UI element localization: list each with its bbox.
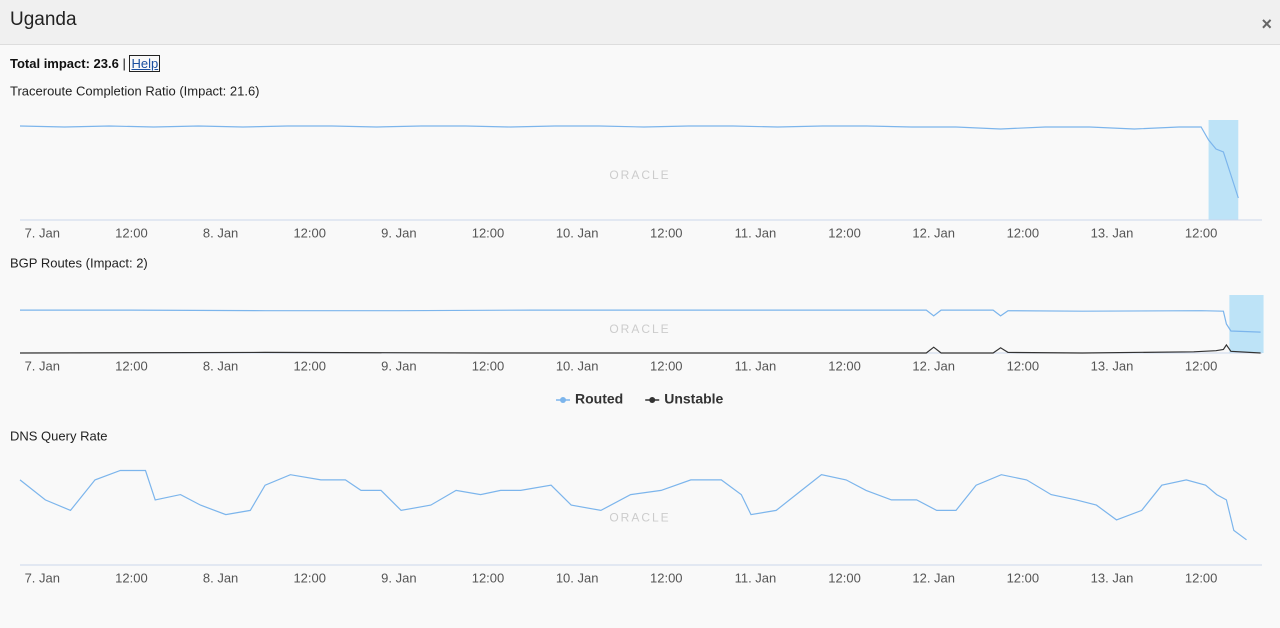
x-tick-label: 13. Jan xyxy=(1091,225,1134,240)
x-tick-label: 12:00 xyxy=(472,570,505,585)
chart-title: BGP Routes (Impact: 2) xyxy=(10,255,148,270)
highlight-band xyxy=(1208,120,1239,220)
x-tick-label: 12:00 xyxy=(1185,225,1218,240)
x-tick-label: 8. Jan xyxy=(203,358,238,373)
legend-label: Unstable xyxy=(664,391,723,407)
x-tick-label: 10. Jan xyxy=(556,358,599,373)
x-tick-label: 11. Jan xyxy=(735,570,777,585)
line xyxy=(19,125,1239,199)
x-tick-label: 8. Jan xyxy=(203,570,238,585)
x-tick-label: 12:00 xyxy=(650,358,683,373)
x-tick-label: 12:00 xyxy=(828,225,861,240)
summary: Total impact: 23.6 | Help xyxy=(10,55,161,72)
watermark: ORACLE xyxy=(609,322,670,336)
x-tick-label: 12:00 xyxy=(1007,225,1040,240)
x-tick-label: 12:00 xyxy=(293,570,326,585)
watermark: ORACLE xyxy=(609,511,670,525)
legend-marker xyxy=(649,397,656,403)
x-tick-label: 12:00 xyxy=(828,358,861,373)
x-tick-label: 12:00 xyxy=(650,225,683,240)
x-tick-label: 12:00 xyxy=(293,225,326,240)
x-tick-label: 12:00 xyxy=(650,570,683,585)
x-tick-label: 12:00 xyxy=(1185,358,1218,373)
chart-title: DNS Query Rate xyxy=(10,428,108,443)
line xyxy=(19,469,1247,541)
x-tick-label: 11. Jan xyxy=(735,225,777,240)
separator: | xyxy=(122,56,126,71)
x-tick-label: 12:00 xyxy=(115,358,148,373)
x-tick-label: 12. Jan xyxy=(912,225,955,240)
x-tick-label: 12:00 xyxy=(115,225,148,240)
x-tick-label: 12. Jan xyxy=(912,570,955,585)
title: Uganda xyxy=(10,9,77,30)
x-tick-label: 10. Jan xyxy=(556,225,599,240)
x-tick-label: 13. Jan xyxy=(1091,358,1134,373)
x-tick-label: 10. Jan xyxy=(556,570,599,585)
header: Uganda × xyxy=(0,0,1280,45)
x-tick-label: 9. Jan xyxy=(381,358,416,373)
x-tick-label: 8. Jan xyxy=(203,225,238,240)
x-tick-label: 12:00 xyxy=(472,358,505,373)
x-tick-label: 12:00 xyxy=(115,570,148,585)
x-tick-label: 11. Jan xyxy=(735,358,777,373)
help-link[interactable]: Help xyxy=(129,55,161,72)
legend-marker xyxy=(560,397,566,403)
chart-title: Traceroute Completion Ratio (Impact: 21.… xyxy=(10,83,260,98)
x-tick-label: 13. Jan xyxy=(1091,570,1134,585)
close-button[interactable]: × xyxy=(1261,14,1272,34)
x-tick-label: 12:00 xyxy=(472,225,505,240)
x-tick-label: 9. Jan xyxy=(381,570,416,585)
legend-label: Routed xyxy=(575,391,623,407)
x-tick-label: 12:00 xyxy=(1007,570,1040,585)
x-tick-label: 12:00 xyxy=(828,570,861,585)
x-tick-label: 7. Jan xyxy=(25,358,60,373)
line xyxy=(19,343,1261,354)
x-tick-label: 12:00 xyxy=(1185,570,1218,585)
total-impact: Total impact: 23.6 xyxy=(10,56,119,71)
x-tick-label: 7. Jan xyxy=(25,225,60,240)
x-tick-label: 12:00 xyxy=(1007,358,1040,373)
x-tick-label: 12. Jan xyxy=(912,358,955,373)
x-tick-label: 12:00 xyxy=(293,358,326,373)
highlight-band xyxy=(1229,295,1264,353)
watermark: ORACLE xyxy=(609,168,670,182)
line xyxy=(20,309,1261,333)
x-tick-label: 7. Jan xyxy=(25,570,60,585)
x-tick-label: 9. Jan xyxy=(381,225,416,240)
